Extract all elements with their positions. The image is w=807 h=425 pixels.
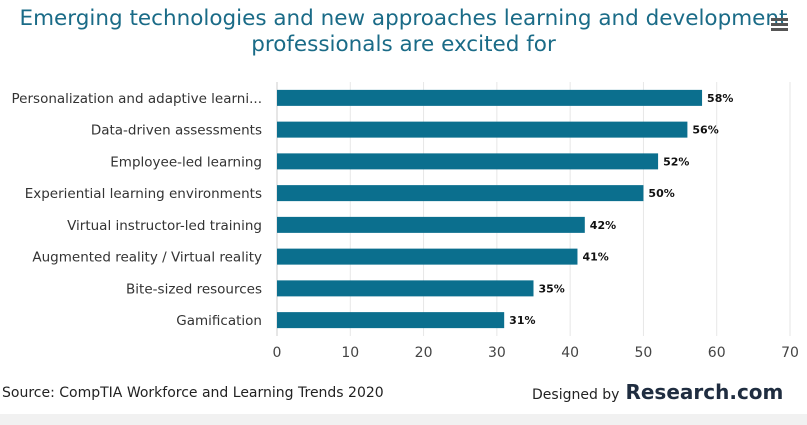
bar: [277, 280, 534, 297]
category-label: Augmented reality / Virtual reality: [32, 250, 262, 266]
x-tick-label: 50: [635, 345, 653, 361]
bar: [277, 185, 644, 202]
category-label: Virtual instructor-led training: [67, 218, 262, 234]
chart-title-line-1: Emerging technologies and new approaches…: [19, 6, 788, 31]
chart-title-line-2: professionals are excited for: [251, 32, 556, 57]
bar: [277, 121, 688, 138]
category-label: Gamification: [176, 313, 262, 329]
designed-by-label: Designed by: [532, 387, 620, 403]
x-tick-label: 0: [273, 345, 282, 361]
brand-logo[interactable]: Research.com: [625, 380, 784, 404]
chart-title: Emerging technologies and new approaches…: [0, 6, 807, 58]
data-label: 42%: [590, 219, 616, 232]
bar: [277, 248, 578, 265]
data-label: 56%: [692, 124, 718, 137]
category-label: Data-driven assessments: [91, 123, 262, 139]
bar-chart: 0 10 20 30 40 50 60 70 Personalization and adapt…: [12, 82, 799, 361]
source-note: Source: CompTIA Workforce and Learning T…: [2, 385, 384, 401]
data-label: 58%: [707, 92, 733, 105]
x-tick-label: 70: [781, 345, 799, 361]
bottom-bar: [0, 414, 807, 425]
category-label: Experiential learning environments: [25, 186, 262, 202]
x-tick-label: 40: [561, 345, 579, 361]
x-tick-label: 10: [341, 345, 359, 361]
data-label: 52%: [663, 155, 689, 168]
data-label: 31%: [509, 314, 535, 327]
x-tick-label: 30: [488, 345, 506, 361]
bar: [277, 312, 505, 329]
bar: [277, 89, 703, 106]
category-label: Personalization and adaptive learni...: [12, 91, 262, 107]
hamburger-menu-icon[interactable]: [771, 18, 788, 32]
bar: [277, 216, 585, 233]
x-tick-label: 20: [415, 345, 433, 361]
category-label: Employee-led learning: [110, 154, 262, 170]
data-label: 50%: [648, 187, 674, 200]
data-label: 41%: [582, 251, 608, 264]
designed-by-credit: Designed by Research.com: [532, 380, 783, 407]
data-label: 35%: [539, 282, 565, 295]
x-tick-label: 60: [708, 345, 726, 361]
category-label: Bite-sized resources: [126, 281, 262, 297]
bar: [277, 153, 659, 170]
